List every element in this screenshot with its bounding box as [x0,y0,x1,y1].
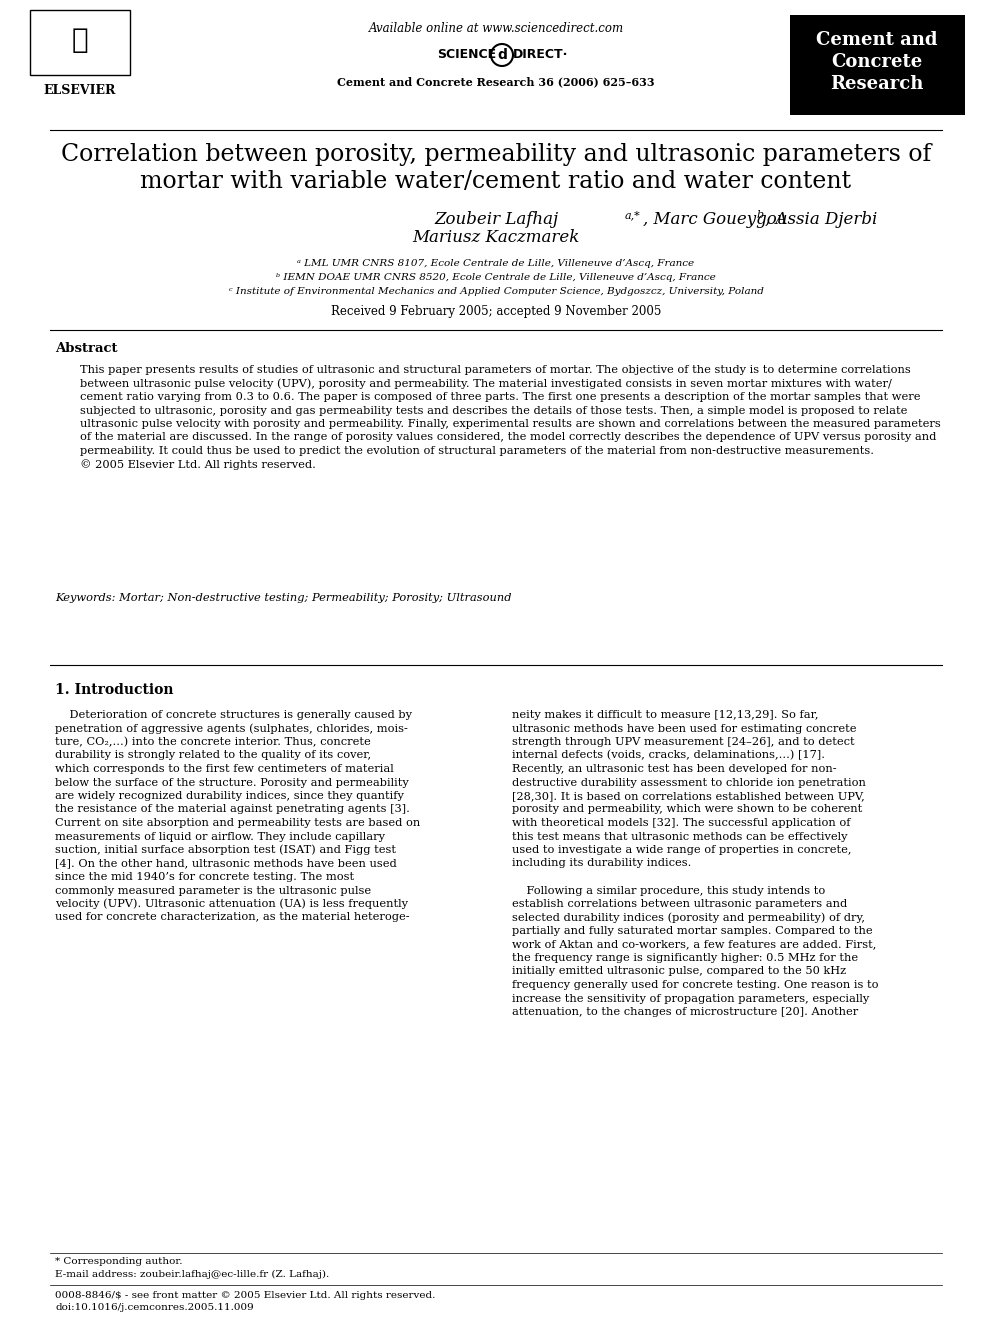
Bar [790,15,965,115]
Text: partially and fully saturated mortar samples. Compared to the: partially and fully saturated mortar sam… [512,926,873,935]
Text: Following a similar procedure, this study intends to: Following a similar procedure, this stud… [512,885,825,896]
Text: ELSEVIER: ELSEVIER [44,83,116,97]
Text: neity makes it difficult to measure [12,13,29]. So far,: neity makes it difficult to measure [12,… [512,710,818,720]
Text: of the material are discussed. In the range of porosity values considered, the m: of the material are discussed. In the ra… [80,433,936,442]
Text: [28,30]. It is based on correlations established between UPV,: [28,30]. It is based on correlations est… [512,791,865,800]
Bar [30,11,130,75]
Text: which corresponds to the first few centimeters of material: which corresponds to the first few centi… [55,763,394,774]
Text: ture, CO₂,...) into the concrete interior. Thus, concrete: ture, CO₂,...) into the concrete interio… [55,737,371,747]
Text: Cement and Concrete Research 36 (2006) 625–633: Cement and Concrete Research 36 (2006) 6… [337,77,655,87]
Text: Abstract: Abstract [55,341,117,355]
Text: * Corresponding author.: * Corresponding author. [55,1257,183,1266]
Text: 🌳: 🌳 [71,26,88,54]
Text: , Marc Goueygou: , Marc Goueygou [643,212,788,229]
Text: porosity and permeability, which were shown to be coherent: porosity and permeability, which were sh… [512,804,862,815]
Text: Correlation between porosity, permeability and ultrasonic parameters of: Correlation between porosity, permeabili… [61,143,931,167]
Text: Concrete: Concrete [831,53,923,71]
Text: initially emitted ultrasonic pulse, compared to the 50 kHz: initially emitted ultrasonic pulse, comp… [512,967,846,976]
Text: attenuation, to the changes of microstructure [20]. Another: attenuation, to the changes of microstru… [512,1007,858,1017]
Text: internal defects (voids, cracks, delaminations,...) [17].: internal defects (voids, cracks, delamin… [512,750,825,761]
Text: permeability. It could thus be used to predict the evolution of structural param: permeability. It could thus be used to p… [80,446,874,456]
Text: selected durability indices (porosity and permeability) of dry,: selected durability indices (porosity an… [512,913,865,922]
Text: doi:10.1016/j.cemconres.2005.11.009: doi:10.1016/j.cemconres.2005.11.009 [55,1303,254,1312]
Text: measurements of liquid or airflow. They include capillary: measurements of liquid or airflow. They … [55,831,385,841]
Text: increase the sensitivity of propagation parameters, especially: increase the sensitivity of propagation … [512,994,869,1004]
Text: Research: Research [830,75,924,93]
Text: a,*: a,* [625,210,641,220]
Text: ᵃ LML UMR CNRS 8107, Ecole Centrale de Lille, Villeneuve d’Ascq, France: ᵃ LML UMR CNRS 8107, Ecole Centrale de L… [298,259,694,269]
Text: Mariusz Kaczmarek: Mariusz Kaczmarek [413,229,579,246]
Text: subjected to ultrasonic, porosity and gas permeability tests and describes the d: subjected to ultrasonic, porosity and ga… [80,406,908,415]
Text: Current on site absorption and permeability tests are based on: Current on site absorption and permeabil… [55,818,421,828]
Text: destructive durability assessment to chloride ion penetration: destructive durability assessment to chl… [512,778,866,787]
Text: suction, initial surface absorption test (ISAT) and Figg test: suction, initial surface absorption test… [55,844,396,855]
Text: d: d [497,48,507,62]
Text: the frequency range is significantly higher: 0.5 MHz for the: the frequency range is significantly hig… [512,953,858,963]
Text: © 2005 Elsevier Ltd. All rights reserved.: © 2005 Elsevier Ltd. All rights reserved… [80,459,315,470]
Text: between ultrasonic pulse velocity (UPV), porosity and permeability. The material: between ultrasonic pulse velocity (UPV),… [80,378,892,389]
Text: velocity (UPV). Ultrasonic attenuation (UA) is less frequently: velocity (UPV). Ultrasonic attenuation (… [55,898,408,909]
Text: durability is strongly related to the quality of its cover,: durability is strongly related to the qu… [55,750,371,761]
Text: ultrasonic methods have been used for estimating concrete: ultrasonic methods have been used for es… [512,724,856,733]
Text: b: b [757,210,764,220]
Text: This paper presents results of studies of ultrasonic and structural parameters o: This paper presents results of studies o… [80,365,911,374]
Text: E-mail address: zoubeir.lafhaj@ec-lille.fr (Z. Lafhaj).: E-mail address: zoubeir.lafhaj@ec-lille.… [55,1270,329,1278]
Text: Cement and: Cement and [816,30,937,49]
Text: strength through UPV measurement [24–26], and to detect: strength through UPV measurement [24–26]… [512,737,855,747]
Text: since the mid 1940’s for concrete testing. The most: since the mid 1940’s for concrete testin… [55,872,354,882]
Text: below the surface of the structure. Porosity and permeability: below the surface of the structure. Poro… [55,778,409,787]
Text: 1. Introduction: 1. Introduction [55,683,174,697]
Text: Available online at www.sciencedirect.com: Available online at www.sciencedirect.co… [368,21,624,34]
Text: used for concrete characterization, as the material heteroge-: used for concrete characterization, as t… [55,913,410,922]
Text: SCIENCE: SCIENCE [436,49,496,61]
Text: , Assia Djerbi: , Assia Djerbi [765,212,877,229]
Text: ᶜ Institute of Environmental Mechanics and Applied Computer Science, Bydgoszcz, : ᶜ Institute of Environmental Mechanics a… [228,287,764,296]
Text: Received 9 February 2005; accepted 9 November 2005: Received 9 February 2005; accepted 9 Nov… [330,306,662,319]
Text: including its durability indices.: including its durability indices. [512,859,691,868]
Text: work of Aktan and co-workers, a few features are added. First,: work of Aktan and co-workers, a few feat… [512,939,876,950]
Text: Keywords: Mortar; Non-destructive testing; Permeability; Porosity; Ultrasound: Keywords: Mortar; Non-destructive testin… [55,593,512,603]
Text: Zoubeir Lafhaj: Zoubeir Lafhaj [434,212,558,229]
Text: cement ratio varying from 0.3 to 0.6. The paper is composed of three parts. The : cement ratio varying from 0.3 to 0.6. Th… [80,392,921,402]
Text: frequency generally used for concrete testing. One reason is to: frequency generally used for concrete te… [512,980,879,990]
Text: Deterioration of concrete structures is generally caused by: Deterioration of concrete structures is … [55,710,412,720]
Text: penetration of aggressive agents (sulphates, chlorides, mois-: penetration of aggressive agents (sulpha… [55,724,408,734]
Text: the resistance of the material against penetrating agents [3].: the resistance of the material against p… [55,804,410,815]
Text: Recently, an ultrasonic test has been developed for non-: Recently, an ultrasonic test has been de… [512,763,836,774]
Text: establish correlations between ultrasonic parameters and: establish correlations between ultrasoni… [512,900,847,909]
Text: this test means that ultrasonic methods can be effectively: this test means that ultrasonic methods … [512,831,847,841]
Text: mortar with variable water/cement ratio and water content: mortar with variable water/cement ratio … [141,171,851,193]
Text: ultrasonic pulse velocity with porosity and permeability. Finally, experimental : ultrasonic pulse velocity with porosity … [80,419,940,429]
Text: DIRECT·: DIRECT· [513,49,568,61]
Text: are widely recognized durability indices, since they quantify: are widely recognized durability indices… [55,791,404,800]
Text: ᵇ IEMN DOAE UMR CNRS 8520, Ecole Centrale de Lille, Villeneuve d’Ascq, France: ᵇ IEMN DOAE UMR CNRS 8520, Ecole Central… [276,274,716,283]
Text: with theoretical models [32]. The successful application of: with theoretical models [32]. The succes… [512,818,850,828]
Text: [4]. On the other hand, ultrasonic methods have been used: [4]. On the other hand, ultrasonic metho… [55,859,397,868]
Text: used to investigate a wide range of properties in concrete,: used to investigate a wide range of prop… [512,845,851,855]
Text: 0008-8846/$ - see front matter © 2005 Elsevier Ltd. All rights reserved.: 0008-8846/$ - see front matter © 2005 El… [55,1291,435,1301]
Text: commonly measured parameter is the ultrasonic pulse: commonly measured parameter is the ultra… [55,885,371,896]
